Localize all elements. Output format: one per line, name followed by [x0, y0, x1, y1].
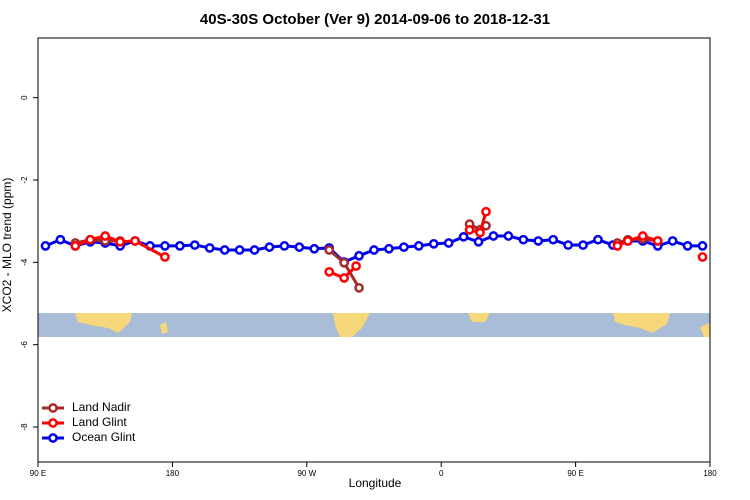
- land: [75, 313, 132, 333]
- x-tick-label: 180: [166, 469, 180, 478]
- point: [473, 236, 484, 247]
- point: [115, 236, 125, 247]
- point: [399, 242, 409, 252]
- legend-marker: [48, 433, 58, 443]
- point: [428, 238, 439, 249]
- y-axis-label: XCO2 - MLO trend (ppm): [0, 178, 14, 313]
- legend-marker: [48, 403, 58, 413]
- point: [503, 231, 514, 241]
- y-tick-label: -2: [20, 176, 29, 184]
- legend-marker: [48, 418, 58, 428]
- point: [682, 241, 693, 251]
- point: [204, 243, 215, 253]
- point: [481, 206, 491, 217]
- point: [100, 231, 111, 241]
- land: [613, 313, 670, 333]
- point: [234, 245, 245, 255]
- point: [249, 245, 260, 255]
- plot-frame: [37, 37, 711, 463]
- point: [464, 224, 475, 235]
- point: [354, 283, 364, 293]
- point: [351, 261, 361, 271]
- point: [130, 236, 140, 246]
- point: [612, 241, 623, 251]
- point: [637, 231, 648, 241]
- point: [623, 236, 633, 246]
- point: [175, 241, 185, 251]
- point: [488, 231, 499, 241]
- land: [700, 323, 710, 337]
- x-tick-label: 90 W: [297, 469, 316, 478]
- point: [533, 236, 544, 246]
- point: [324, 245, 335, 255]
- point: [697, 241, 708, 251]
- point: [475, 227, 485, 238]
- point: [458, 231, 469, 242]
- point: [219, 245, 230, 255]
- point: [324, 266, 335, 277]
- x-tick-label: 90 E: [567, 469, 583, 478]
- y-tick-label: -4: [20, 258, 29, 266]
- legend-label: Land Nadir: [72, 400, 131, 414]
- point: [264, 242, 275, 252]
- x-axis-label: Longitude: [349, 476, 402, 490]
- legend-label: Land Glint: [72, 415, 127, 429]
- chart-title: 40S-30S October (Ver 9) 2014-09-06 to 20…: [200, 11, 550, 28]
- land: [333, 313, 370, 337]
- point: [70, 241, 81, 251]
- x-tick-label: 90 E: [30, 469, 46, 478]
- point: [697, 252, 708, 262]
- point: [518, 234, 529, 245]
- point: [294, 242, 305, 252]
- point: [384, 243, 394, 254]
- land: [468, 313, 490, 322]
- point: [563, 240, 573, 250]
- point: [160, 241, 170, 251]
- point: [309, 243, 320, 254]
- point: [413, 241, 424, 251]
- point: [339, 273, 349, 283]
- y-tick-label: -8: [20, 423, 29, 431]
- point: [593, 234, 603, 245]
- point: [667, 236, 678, 246]
- y-tick-label: 0: [20, 95, 29, 100]
- point: [481, 220, 491, 231]
- point: [189, 240, 200, 250]
- point: [40, 241, 51, 251]
- point: [160, 252, 170, 262]
- ocean-band: [38, 313, 710, 337]
- point: [339, 257, 349, 268]
- x-tick-label: 180: [703, 469, 717, 478]
- point: [652, 236, 663, 246]
- y-tick-label: -6: [20, 341, 29, 349]
- point: [279, 241, 290, 251]
- point: [578, 240, 588, 250]
- point: [443, 238, 454, 248]
- map-strip: [38, 313, 710, 337]
- point: [369, 245, 379, 255]
- x-tick-label: 0: [439, 469, 444, 478]
- point: [85, 234, 96, 245]
- point: [55, 234, 66, 245]
- point: [548, 234, 559, 245]
- legend-label: Ocean Glint: [72, 430, 136, 444]
- point: [354, 250, 364, 261]
- land: [160, 322, 168, 334]
